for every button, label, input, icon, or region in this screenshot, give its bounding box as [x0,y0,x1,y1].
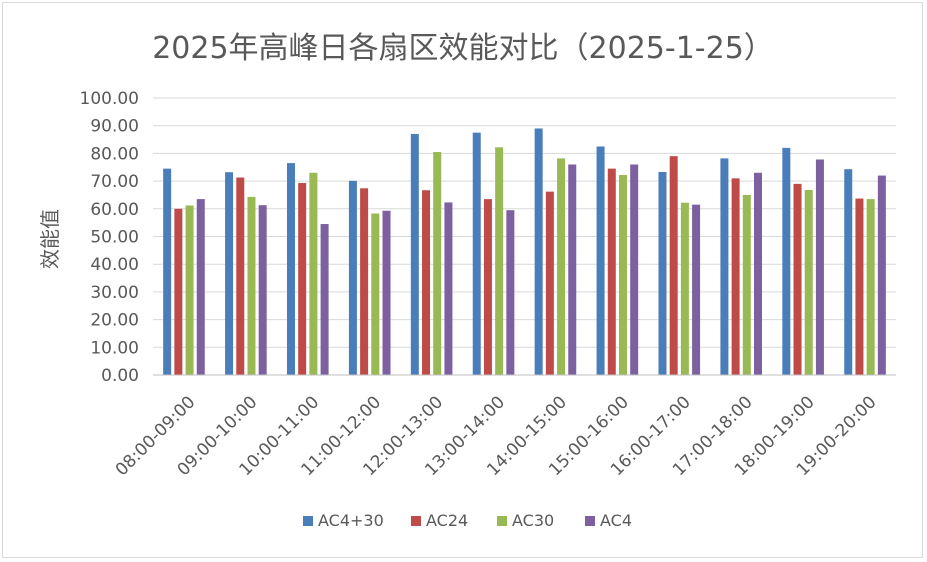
bar-ac4 [754,172,763,375]
bar-ac4 [630,164,639,375]
legend-label: AC30 [512,511,554,530]
bar-ac24 [483,199,492,375]
bar-ac30 [247,196,256,375]
bar-ac4-30 [286,163,295,375]
bar-ac4 [506,210,515,375]
bar-ac30 [680,202,689,375]
bar-ac24 [360,188,369,375]
bar-ac30 [804,189,813,375]
bar-ac4-30 [534,128,543,375]
y-tick-label: 20.00 [90,311,139,331]
bar-ac24 [298,183,307,375]
legend-swatch [497,516,507,526]
bars [163,128,886,375]
bar-ac30 [742,194,751,375]
bar-ac30 [557,158,566,375]
bar-ac24 [669,156,678,375]
bar-ac24 [855,198,864,375]
legend-swatch [303,516,313,526]
y-tick-label: 80.00 [90,144,139,164]
bar-ac4 [258,205,267,375]
x-axis-ticks: 08:00-09:0009:00-10:0010:00-11:0011:00-1… [112,392,881,480]
bar-ac4-30 [410,134,419,375]
legend-label: AC4+30 [318,511,384,530]
bar-ac24 [793,183,802,375]
legend-label: AC24 [426,511,468,530]
bar-ac4-30 [472,132,481,375]
bar-ac4-30 [348,180,357,375]
chart-canvas: 2025年高峰日各扇区效能对比（2025-1-25） 效能值 0.00 10.00… [38,31,896,530]
bar-ac30 [495,147,504,375]
bar-ac4 [815,159,824,375]
y-tick-label: 40.00 [90,255,139,275]
bar-ac30 [371,213,380,375]
bar-ac4 [877,175,886,375]
bar-ac4 [568,164,577,375]
chart-title: 2025年高峰日各扇区效能对比（2025-1-25） [152,31,774,66]
bar-ac4-30 [658,171,667,375]
bar-ac4-30 [225,172,234,375]
bar-ac4 [692,204,701,375]
bar-ac4 [196,199,205,375]
gridlines [153,97,896,348]
y-tick-label: 60.00 [90,200,139,220]
y-tick-label: 10.00 [90,338,139,358]
y-tick-label: 100.00 [80,89,139,109]
bar-ac24 [174,208,183,375]
legend-label: AC4 [600,511,632,530]
bar-ac4-30 [844,169,853,375]
y-axis-ticks: 0.00 10.00 20.00 30.00 40.00 50.00 60.00 70.00 8… [80,89,139,386]
bar-ac4-30 [163,168,172,375]
bar-ac30 [618,175,627,375]
bar-ac24 [236,177,245,375]
bar-ac4-30 [782,147,791,375]
bar-ac24 [422,190,431,375]
y-axis-label: 效能值 [38,209,62,269]
y-tick-label: 30.00 [90,283,139,303]
bar-ac4-30 [720,158,729,375]
bar-ac4 [320,224,329,375]
bar-ac24 [545,191,554,375]
bar-ac24 [731,178,740,375]
bar-ac30 [309,172,318,375]
legend: AC4+30 AC24 AC30 AC4 [303,511,632,530]
y-tick-label: 90.00 [90,117,139,137]
bar-ac4-30 [596,146,605,375]
y-tick-label: 0.00 [101,366,139,386]
bar-ac30 [433,152,442,375]
legend-swatch [411,516,421,526]
bar-ac30 [866,199,875,375]
bar-ac4 [382,210,391,375]
legend-swatch [585,516,595,526]
bar-ac4 [444,202,453,375]
y-tick-label: 70.00 [90,172,139,192]
bar-ac30 [185,205,194,375]
bar-ac24 [607,168,616,375]
y-tick-label: 50.00 [90,228,139,248]
